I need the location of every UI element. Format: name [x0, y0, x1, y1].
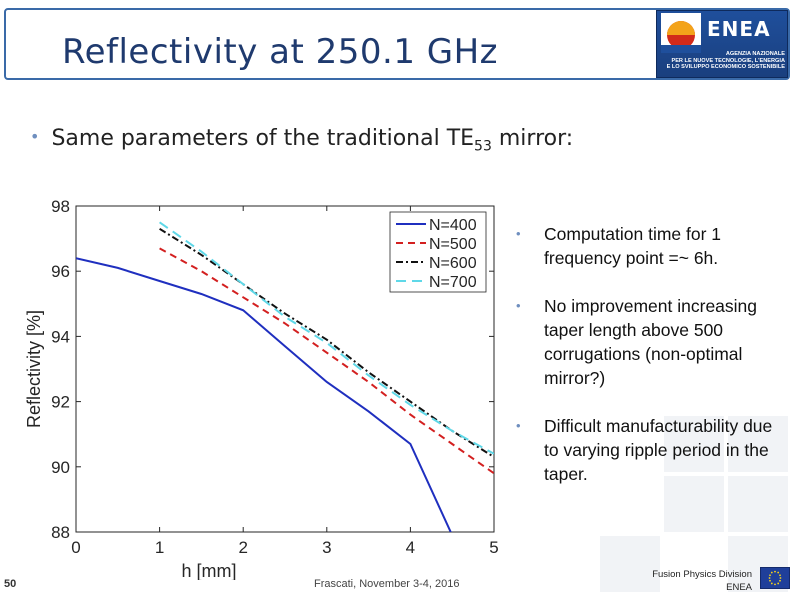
y-tick-label: 94 — [51, 327, 70, 346]
logo-name: ENEA — [707, 17, 771, 41]
main-bullet-subscript: 53 — [474, 138, 492, 155]
logo-line-2: PER LE NUOVE TECNOLOGIE, L'ENERGIA — [671, 57, 785, 64]
legend-label: N=400 — [429, 217, 477, 234]
right-bullet-text: Difficult manufacturability due to varyi… — [544, 416, 773, 484]
y-tick-label: 92 — [51, 393, 70, 412]
eu-flag-icon — [760, 567, 790, 589]
main-bullet-text: Same parameters of the traditional TE — [51, 126, 475, 151]
right-bullet-text: Computation time for 1 frequency point =… — [544, 224, 722, 268]
bullet-icon: • — [516, 298, 521, 313]
division-org: ENEA — [726, 582, 752, 593]
x-axis-label: h [mm] — [181, 561, 236, 580]
slide-title: Reflectivity at 250.1 GHz — [62, 32, 499, 72]
y-tick-label: 90 — [51, 458, 70, 477]
x-tick-label: 1 — [155, 538, 164, 557]
footer-division: Fusion Physics Division ENEA — [640, 568, 752, 594]
right-bullet-3: • Difficult manufacturability due to var… — [514, 414, 784, 486]
y-tick-label: 96 — [51, 262, 70, 281]
x-tick-label: 0 — [71, 538, 80, 557]
right-bullet-1: • Computation time for 1 frequency point… — [514, 222, 784, 270]
main-bullet-suffix: mirror: — [491, 126, 574, 151]
bullet-icon: • — [516, 226, 521, 241]
main-bullet: • Same parameters of the traditional TE53… — [30, 126, 573, 154]
bullet-icon: • — [30, 127, 40, 146]
series-line-n-500 — [159, 247, 494, 475]
division-name: Fusion Physics Division — [652, 569, 752, 580]
logo-line-1: AGENZIA NAZIONALE — [725, 51, 785, 57]
legend-label: N=700 — [429, 274, 477, 291]
title-bar: Reflectivity at 250.1 GHz ENEA AGENZIA N… — [4, 8, 790, 80]
x-tick-label: 4 — [406, 538, 415, 557]
right-bullet-2: • No improvement increasing taper length… — [514, 294, 784, 390]
y-tick-label: 98 — [51, 197, 70, 216]
legend-label: N=500 — [429, 236, 477, 253]
logo-line-3: E LO SVILUPPO ECONOMICO SOSTENIBILE — [666, 64, 785, 70]
y-axis-label: Reflectivity [%] — [24, 310, 44, 428]
x-tick-label: 5 — [489, 538, 498, 557]
right-bullet-text: No improvement increasing taper length a… — [544, 296, 758, 388]
enea-logo: ENEA AGENZIA NAZIONALE PER LE NUOVE TECN… — [656, 10, 788, 78]
series-line-n-400 — [76, 257, 452, 532]
x-tick-label: 3 — [322, 538, 331, 557]
legend-label: N=600 — [429, 255, 477, 272]
y-tick-label: 88 — [51, 523, 70, 542]
legend-box — [389, 211, 487, 293]
footer-date: Frascati, November 3-4, 2016 — [314, 578, 460, 590]
series-line-n-600 — [159, 227, 494, 458]
reflectivity-chart: 0 1 2 3 4 5 88 90 92 94 96 98 h [mm] Reflectivity [%]… — [24, 197, 499, 580]
bullet-icon: • — [516, 418, 521, 433]
logo-subtitle: AGENZIA NAZIONALE PER LE NUOVE TECNOLOGI… — [661, 51, 785, 71]
enea-logo-icon — [661, 13, 701, 53]
series-line-n-700 — [159, 221, 494, 455]
x-tick-label: 2 — [238, 538, 247, 557]
page-number: 50 — [4, 578, 17, 590]
